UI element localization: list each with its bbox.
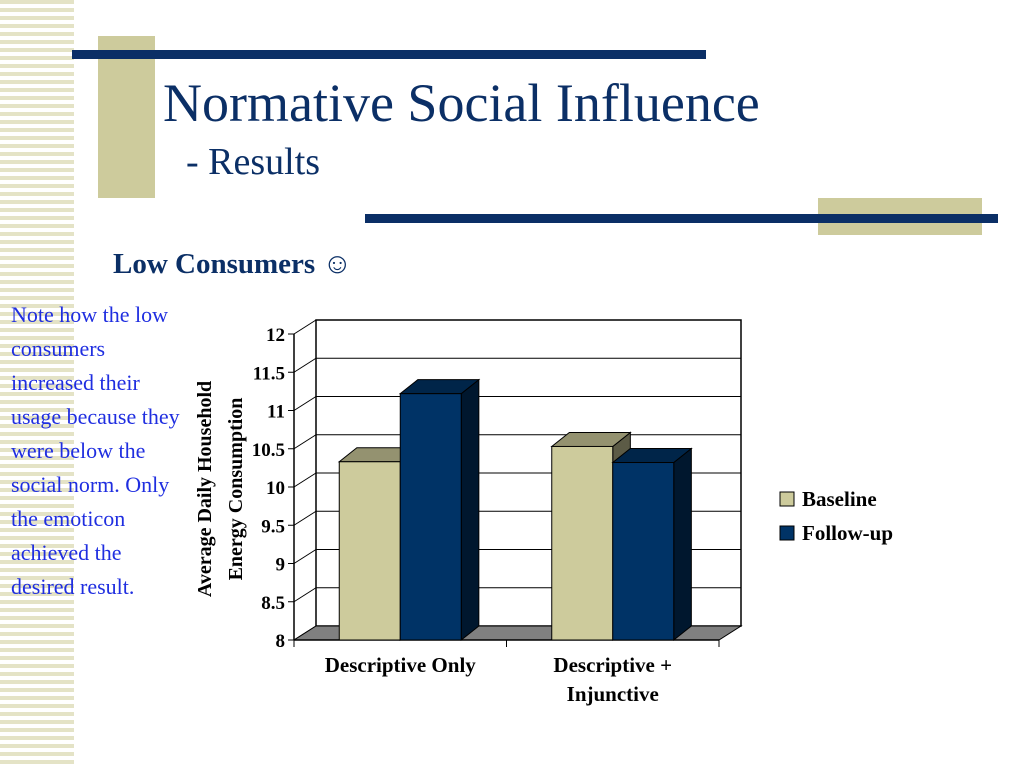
legend-swatch-baseline xyxy=(779,491,795,507)
bar-followup xyxy=(399,393,462,641)
note-text: Note how the low consumers increased the… xyxy=(11,302,180,599)
slide-title: Normative Social Influence xyxy=(163,73,760,133)
legend-label: Follow-up xyxy=(802,521,893,545)
bar-side xyxy=(673,447,692,642)
gridline-diagonal xyxy=(293,434,317,450)
y-tick-label: 8 xyxy=(276,631,286,652)
beige-block-top xyxy=(98,36,155,198)
y-tick-label: 9.5 xyxy=(261,516,285,537)
y-tick-label: 12 xyxy=(266,325,285,346)
gridline-diagonal xyxy=(293,357,317,373)
x-category-label: Descriptive + xyxy=(553,653,672,677)
legend-label: Baseline xyxy=(802,487,877,511)
bar-baseline xyxy=(551,445,614,641)
bar-chart: 12 11.5 11 10.5 10 9.5 9 8.5 8 Descriptive Only De… xyxy=(194,319,893,706)
slide-subtitle: - Results xyxy=(186,141,321,183)
y-tick-label: 8.5 xyxy=(261,593,285,614)
gridline-diagonal xyxy=(293,510,317,526)
navy-rule-top xyxy=(72,50,706,59)
legend-swatch-followup xyxy=(779,525,795,541)
y-tick-label: 11 xyxy=(267,402,285,423)
y-tick-label: 10.5 xyxy=(252,440,285,461)
decorative-stripes xyxy=(0,0,74,768)
x-category-label: Descriptive Only xyxy=(325,653,477,677)
navy-rule-bottom xyxy=(365,214,998,223)
bar-baseline xyxy=(338,461,401,641)
gridline-diagonal xyxy=(293,396,317,411)
gridline-diagonal xyxy=(293,472,317,488)
y-axis-title: Energy Consumption xyxy=(225,398,247,581)
y-tick-label: 10 xyxy=(266,478,285,499)
x-category-label: Injunctive xyxy=(567,682,659,706)
gridline-diagonal xyxy=(293,319,317,335)
bar-followup xyxy=(612,462,675,641)
section-heading: Low Consumers ☺ xyxy=(113,248,353,280)
gridline-diagonal xyxy=(293,587,317,603)
y-tick-label: 11.5 xyxy=(253,363,285,384)
gridline-diagonal xyxy=(293,549,317,564)
y-axis-title: Average Daily Household xyxy=(194,381,216,597)
bar-side xyxy=(460,378,480,642)
y-tick-label: 9 xyxy=(276,555,286,576)
